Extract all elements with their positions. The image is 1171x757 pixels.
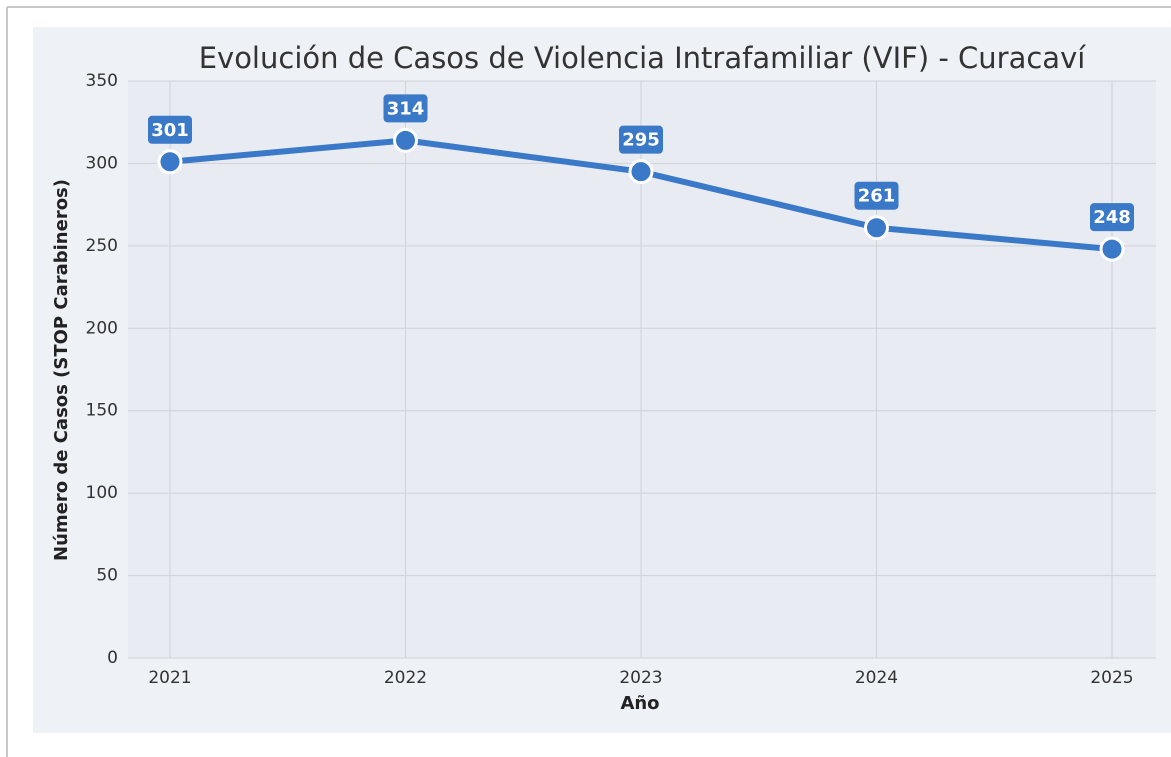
data-point: [864, 215, 889, 241]
value-label-box: [148, 115, 192, 144]
chart-title: Evolución de Casos de Violencia Intrafam…: [199, 41, 1087, 75]
y-tick-label: 350: [86, 71, 118, 91]
x-tick-label: 2022: [384, 668, 427, 688]
y-tick-label: 150: [86, 401, 118, 421]
y-tick-label: 100: [86, 483, 118, 503]
data-point: [393, 127, 418, 153]
value-label: 261: [858, 186, 896, 207]
value-label: 301: [151, 120, 189, 141]
data-point: [628, 159, 654, 185]
x-tick-label: 2023: [619, 668, 662, 688]
value-label-box: [854, 181, 899, 210]
value-label: 314: [387, 98, 425, 119]
grid: [128, 80, 1156, 659]
y-tick-label: 50: [96, 566, 118, 586]
y-tick-label: 250: [86, 236, 118, 256]
y-tick-label: 200: [86, 318, 118, 338]
value-label: 295: [622, 130, 660, 151]
value-label-box: [1090, 203, 1134, 232]
data-point: [1099, 236, 1125, 262]
y-axis-label: Número de Casos (STOP Carabineros): [51, 179, 72, 561]
x-tick-label: 2025: [1090, 668, 1133, 688]
x-tick-label: 2021: [148, 668, 191, 688]
y-tick-label: 0: [107, 648, 118, 668]
value-label: 248: [1093, 207, 1131, 228]
y-tick-label: 300: [86, 153, 118, 173]
value-label-box: [383, 94, 428, 123]
x-tick-label: 2024: [855, 668, 898, 688]
x-axis-label: Año: [620, 693, 659, 714]
value-label-box: [619, 125, 663, 154]
data-point: [157, 149, 183, 175]
